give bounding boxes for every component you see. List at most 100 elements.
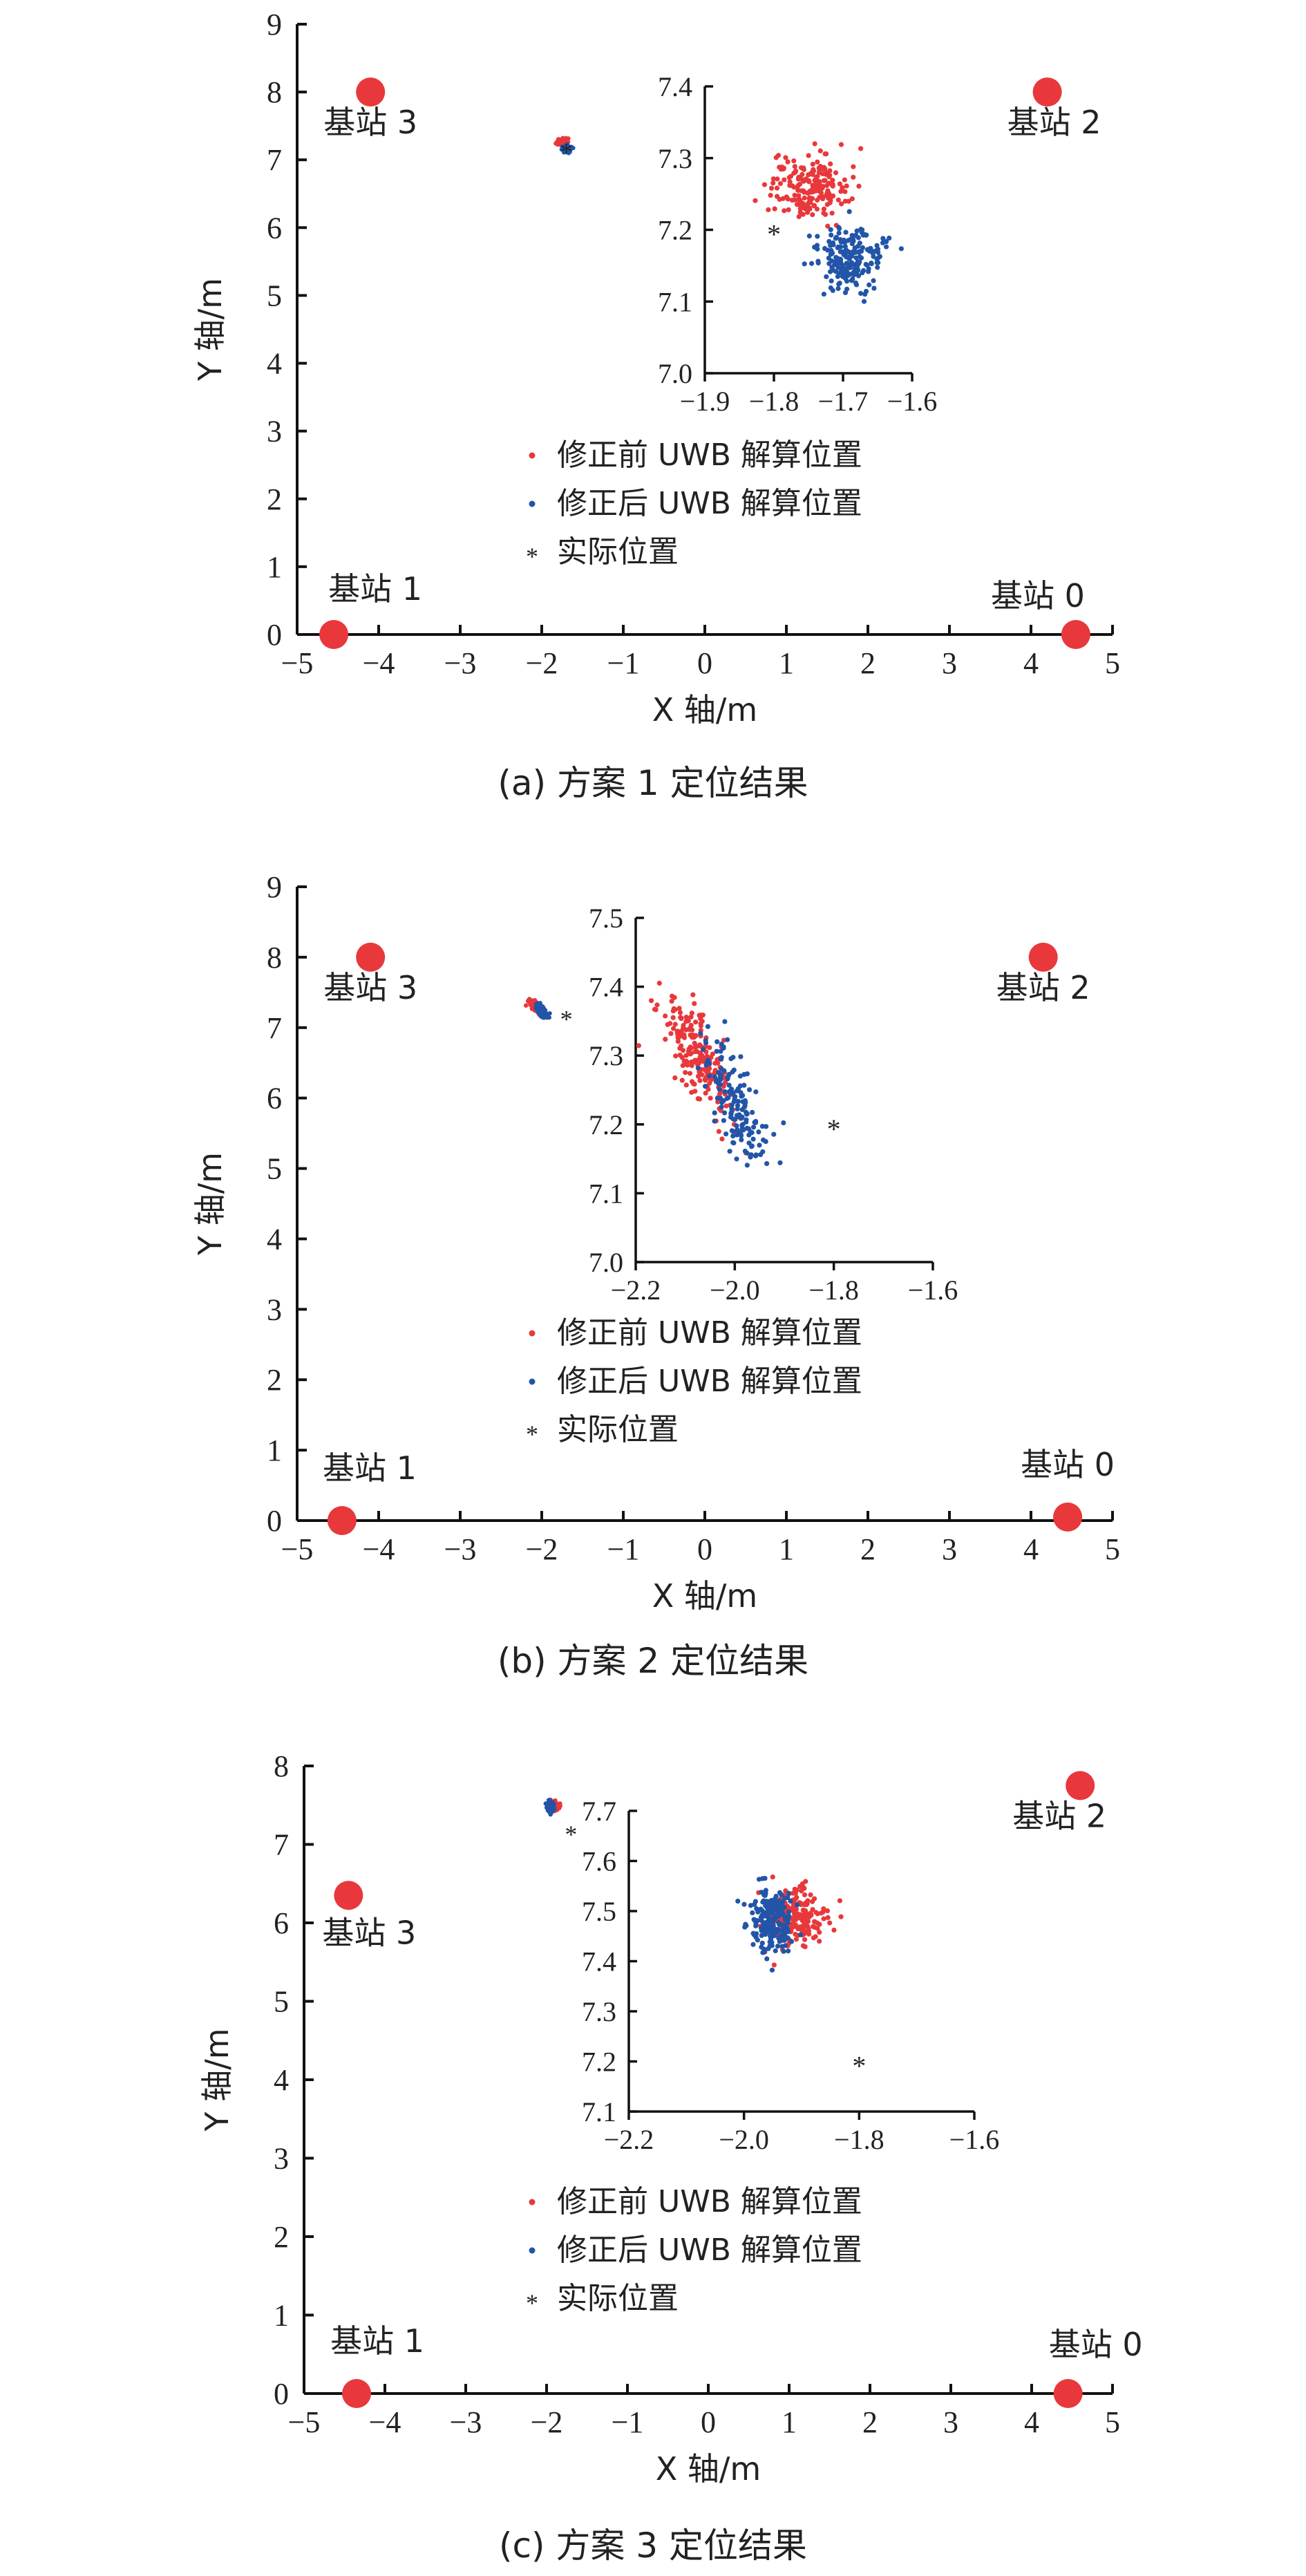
inset-y-tick-label: 7.2: [589, 1109, 623, 1140]
inset-point: [799, 204, 805, 209]
y-tick-label: 4: [267, 347, 282, 381]
inset-point: [727, 1149, 732, 1154]
inset-point: [718, 1082, 723, 1087]
inset-point: [766, 1924, 772, 1930]
inset-point: [770, 1874, 775, 1880]
inset-point: [750, 1942, 756, 1947]
inset-point: [740, 1122, 746, 1127]
inset-point: [853, 232, 859, 238]
inset-point: [741, 1901, 747, 1907]
inset-point: [826, 238, 832, 245]
inset-point: [851, 174, 856, 180]
inset-point: [833, 254, 839, 260]
inset-point: [703, 1090, 708, 1096]
inset-point: [806, 179, 812, 185]
inset-y-tick-label: 7.5: [589, 903, 623, 934]
inset-point: [683, 1082, 689, 1088]
inset-point: [770, 176, 776, 182]
base-station-label: 基站 1: [323, 1449, 417, 1487]
inset-point: [744, 1071, 750, 1077]
inset-point: [688, 1051, 693, 1057]
y-tick-label: 4: [274, 2063, 289, 2097]
inset-actual-marker: *: [827, 1113, 841, 1145]
inset-point: [766, 207, 771, 213]
inset-point: [712, 1110, 717, 1116]
inset-point: [777, 1899, 783, 1905]
inset-point: [844, 265, 849, 272]
inset-point: [718, 1056, 724, 1062]
base-station-label: 基站 0: [1049, 2326, 1143, 2363]
y-tick-label: 7: [267, 143, 282, 177]
main-point: [547, 1798, 552, 1803]
inset-point: [869, 248, 874, 254]
inset-point: [849, 196, 855, 202]
inset-y-tick-label: 7.1: [589, 1178, 623, 1209]
inset-point: [759, 1912, 765, 1918]
base-station-marker: [1032, 77, 1062, 107]
inset-point: [723, 1103, 729, 1109]
inset-actual-marker: *: [767, 219, 781, 250]
inset-point: [800, 211, 806, 217]
inset-point: [773, 1896, 778, 1901]
inset-point: [739, 1116, 744, 1121]
inset-point: [882, 238, 888, 244]
inset-point: [777, 1160, 783, 1165]
y-tick-label: 0: [274, 2377, 289, 2411]
inset-point: [772, 206, 777, 211]
inset-point: [806, 1926, 811, 1931]
inset-point: [695, 1073, 701, 1079]
y-tick-label: 1: [267, 1433, 282, 1467]
base-station-label: 基站 2: [1007, 104, 1101, 141]
inset-point: [768, 185, 775, 191]
inset-point: [714, 1039, 720, 1044]
inset-point: [750, 1125, 757, 1130]
inset-point: [757, 1151, 764, 1158]
inset-point: [821, 1916, 826, 1921]
inset-point: [829, 250, 835, 256]
inset-point: [839, 201, 844, 207]
x-tick-label: −4: [363, 646, 395, 680]
x-tick-label: −5: [288, 2405, 321, 2439]
inset-point: [697, 1096, 703, 1102]
inset-point: [700, 1013, 706, 1018]
inset-point: [782, 177, 787, 182]
inset-point: [748, 1903, 754, 1908]
inset-point: [677, 1046, 683, 1051]
inset-point: [785, 196, 791, 202]
main-point: [537, 1009, 542, 1015]
inset-point: [753, 1899, 758, 1904]
inset-point: [648, 998, 654, 1004]
legend-marker: [529, 1330, 536, 1337]
inset-point: [838, 142, 844, 147]
base-station-label: 基站 3: [323, 104, 417, 141]
inset-point: [743, 1100, 748, 1105]
inset-point: [761, 182, 768, 187]
inset-point: [681, 1034, 687, 1040]
y-tick-label: 5: [267, 279, 282, 312]
inset-point: [698, 1023, 703, 1028]
inset-point: [759, 1940, 765, 1946]
inset-plot: −2.2 −2.0 −1.8 −1.6 7.0 7.1 7.2 7.3 7.4 7.5 *: [589, 903, 958, 1306]
base-station-label: 基站 1: [328, 570, 422, 608]
inset-point: [817, 1930, 822, 1935]
inset-point: [786, 207, 791, 213]
inset-point: [772, 1907, 777, 1913]
inset-point: [744, 1163, 750, 1168]
inset-point: [654, 1002, 660, 1008]
inset-point: [835, 197, 841, 203]
legend-marker: [529, 500, 536, 507]
inset-point: [683, 1070, 688, 1075]
inset-point: [727, 1089, 733, 1095]
y-tick-label: 7: [274, 1828, 289, 1862]
inset-point: [762, 1875, 768, 1881]
inset-point: [883, 244, 889, 250]
inset-point: [735, 1098, 741, 1104]
inset-point: [760, 1137, 766, 1143]
inset-point: [730, 1140, 736, 1145]
inset-point: [748, 1144, 755, 1149]
inset-point: [718, 1077, 723, 1082]
inset-point: [732, 1093, 738, 1100]
inset-plot: −1.9 −1.8 −1.7 −1.6 7.0 7.1 7.2 7.3 7.4 *: [658, 71, 937, 417]
inset-point: [780, 196, 786, 201]
inset-point: [699, 1019, 705, 1024]
